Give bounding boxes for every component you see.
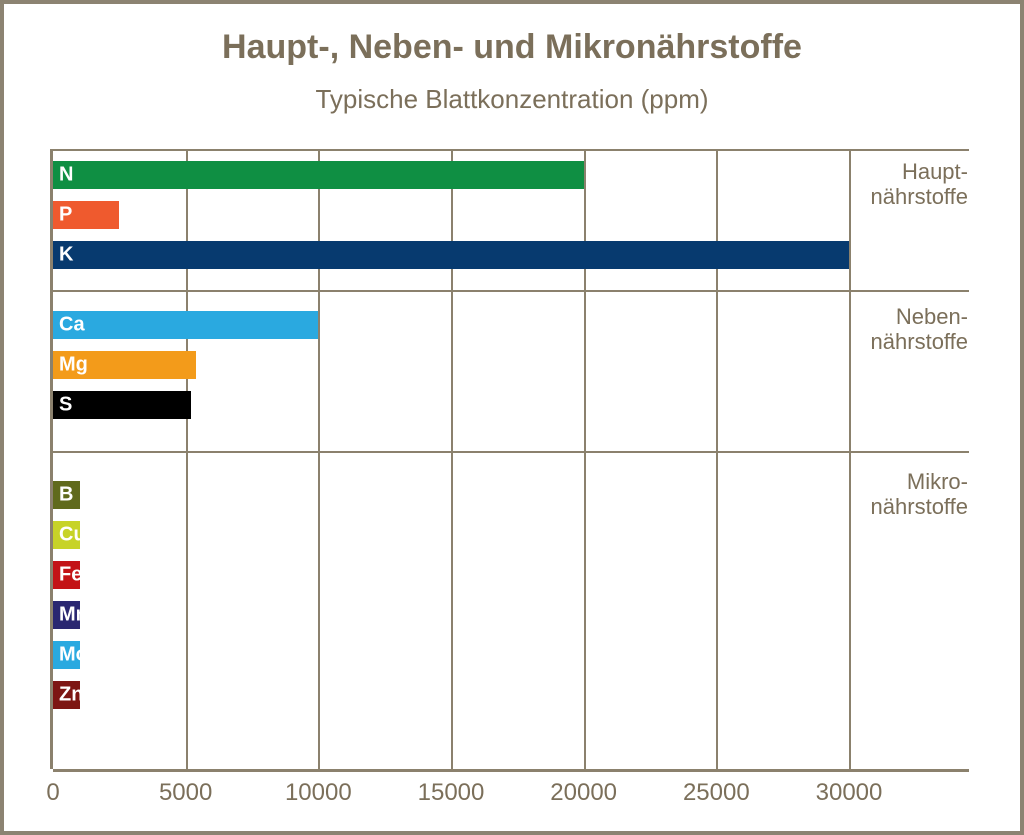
group-label: Neben- nährstoffe — [858, 304, 968, 355]
bar-ca: Ca — [53, 311, 318, 339]
group-label: Haupt- nährstoffe — [858, 159, 968, 210]
x-tick-label: 30000 — [816, 779, 883, 807]
bar-label: Mg — [59, 354, 88, 377]
bar-label: S — [59, 394, 72, 417]
chart-frame: Haupt-, Neben- und Mikronährstoffe Typis… — [0, 0, 1024, 835]
bar-zn: Zn — [53, 681, 80, 709]
x-tick-label: 0 — [46, 779, 59, 807]
plot-bottom-border — [53, 769, 969, 772]
x-tick-label: 10000 — [285, 779, 352, 807]
bar-mn: Mn — [53, 601, 80, 629]
x-tick-label: 5000 — [159, 779, 212, 807]
bar-mo: Mo — [53, 641, 80, 669]
chart-title: Haupt-, Neben- und Mikronährstoffe — [4, 28, 1020, 67]
bar-p: P — [53, 201, 119, 229]
bar-label: Mn — [59, 604, 88, 627]
bar-label: Ca — [59, 314, 85, 337]
bar-label: Cu — [59, 524, 86, 547]
plot-top-border — [53, 149, 969, 151]
x-tick-label: 25000 — [683, 779, 750, 807]
bar-s: S — [53, 391, 191, 419]
bar-mg: Mg — [53, 351, 196, 379]
bar-b: B — [53, 481, 80, 509]
group-separator — [53, 451, 969, 453]
bar-k: K — [53, 241, 849, 269]
x-tick-label: 15000 — [418, 779, 485, 807]
bar-label: Zn — [59, 684, 83, 707]
group-label: Mikro- nährstoffe — [858, 469, 968, 520]
chart-plot-area: 050001000015000200002500030000Haupt- näh… — [53, 149, 849, 769]
bar-label: P — [59, 204, 72, 227]
chart-subtitle: Typische Blattkonzentration (ppm) — [4, 84, 1020, 115]
bar-label: B — [59, 484, 73, 507]
bar-label: Fe — [59, 564, 82, 587]
bar-label: N — [59, 164, 73, 187]
x-tick-label: 20000 — [550, 779, 617, 807]
bar-n: N — [53, 161, 584, 189]
bar-label: Mo — [59, 644, 88, 667]
gridline — [849, 149, 851, 769]
bar-label: K — [59, 244, 73, 267]
group-separator — [53, 290, 969, 292]
bar-fe: Fe — [53, 561, 80, 589]
bar-cu: Cu — [53, 521, 80, 549]
